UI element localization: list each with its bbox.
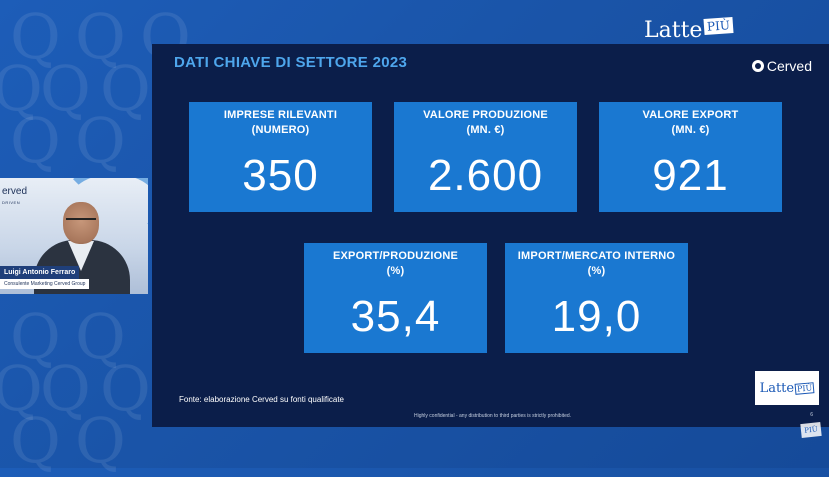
kpi-value: 35,4 [350,292,441,341]
kpi-card-import-mercato: IMPORT/MERCATO INTERNO (%) 19,0 [505,243,688,353]
kpi-value: 350 [242,151,319,200]
latte-piu-logo: Latte PIÙ [644,17,734,43]
speaker-name: Luigi Antonio Ferraro [0,266,80,279]
kpi-label: VALORE EXPORT (MN. €) [599,108,782,138]
kpi-value: 19,0 [551,292,642,341]
kpi-value: 921 [652,151,729,200]
kpi-label-line2: (%) [587,265,606,277]
video-logo-sub: DRIVEN [2,200,21,205]
kpi-label-line2: (MN. €) [671,124,710,136]
kpi-label-line1: IMPRESE RILEVANTI [223,109,338,121]
kpi-value: 2.600 [427,151,544,200]
kpi-card-produzione: VALORE PRODUZIONE (MN. €) 2.600 [394,102,577,212]
corner-piu-logo: PIÙ [800,421,822,439]
latte-piu-logo-small: Latte PIÙ [755,371,819,405]
confidential-note: Highly confidential - any distribution t… [414,413,572,419]
brand-name-small: Latte [759,380,795,396]
brand-name: Latte [644,18,703,43]
kpi-label-line1: EXPORT/PRODUZIONE [332,250,459,262]
kpi-label: EXPORT/PRODUZIONE (%) [304,249,487,279]
page-number: 6 [810,412,813,418]
video-logo-text: erved [2,186,28,197]
kpi-label-line2: (MN. €) [466,124,505,136]
kpi-card-imprese: IMPRESE RILEVANTI (NUMERO) 350 [189,102,372,212]
speaker-role: Consulente Marketing Cerved Group [0,279,90,289]
cerved-logo-text: Cerved [766,58,812,74]
slide-title: DATI CHIAVE DI SETTORE 2023 [174,54,408,71]
speaker-head [63,202,99,244]
cerved-logo-icon [751,60,764,72]
kpi-label-line1: VALORE EXPORT [642,109,739,121]
presentation-slide: DATI CHIAVE DI SETTORE 2023 Cerved IMPRE… [152,44,829,427]
kpi-label: IMPRESE RILEVANTI (NUMERO) [189,108,372,138]
kpi-card-export: VALORE EXPORT (MN. €) 921 [599,102,782,212]
brand-suffix: PIÙ [703,17,734,35]
kpi-label: IMPORT/MERCATO INTERNO (%) [505,249,688,279]
kpi-label-line1: IMPORT/MERCATO INTERNO [517,250,676,262]
kpi-label: VALORE PRODUZIONE (MN. €) [394,108,577,138]
speaker-video: erved DRIVEN Luigi Antonio Ferraro Consu… [0,178,148,294]
kpi-card-export-produzione: EXPORT/PRODUZIONE (%) 35,4 [304,243,487,353]
cerved-logo: Cerved [751,58,812,74]
kpi-label-line1: VALORE PRODUZIONE [423,109,548,121]
brand-suffix-small: PIÙ [794,381,815,395]
speaker-glasses [66,218,96,226]
kpi-label-line2: (NUMERO) [251,124,310,136]
source-note: Fonte: elaborazione Cerved su fonti qual… [179,395,344,404]
kpi-label-line2: (%) [386,265,405,277]
